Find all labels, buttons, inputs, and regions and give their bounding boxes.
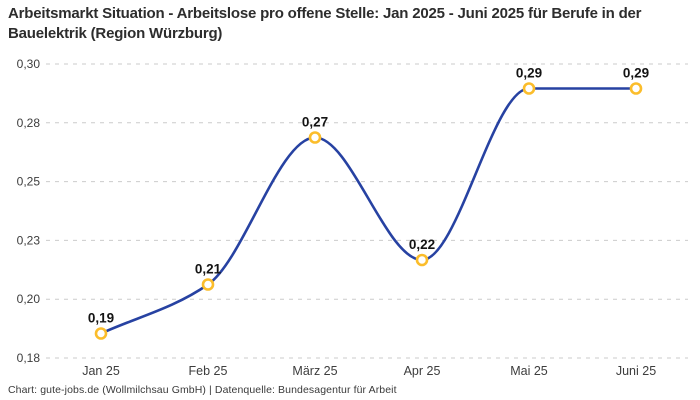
data-point-marker[interactable] [522,82,536,95]
x-axis-label: Jan 25 [82,364,120,378]
data-point-marker[interactable] [308,131,322,144]
x-axis-label: Juni 25 [616,364,656,378]
chart-title: Arbeitsmarkt Situation - Arbeitslose pro… [8,5,642,42]
y-axis-label: 0,23 [17,233,41,247]
data-point-label: 0,22 [409,237,435,252]
data-point-marker[interactable] [94,327,108,340]
x-axis-label: Feb 25 [189,364,228,378]
data-point-marker[interactable] [629,82,643,95]
data-point-marker[interactable] [415,253,429,267]
x-axis-label: Mai 25 [510,364,548,378]
data-point-label: 0,19 [88,311,114,326]
y-axis-label: 0,18 [17,351,41,365]
chart-footer: Chart: gute-jobs.de (Wollmilchsau GmbH) … [8,384,397,396]
data-point-marker[interactable] [201,278,215,291]
data-point-label: 0,29 [516,66,542,81]
y-axis-label: 0,25 [17,175,41,189]
data-point-label: 0,29 [623,66,649,81]
x-axis-label: Apr 25 [404,364,441,378]
data-point-label: 0,21 [195,262,222,277]
data-line [99,87,638,335]
y-axis-label: 0,30 [17,57,41,71]
data-point-label: 0,27 [302,115,328,130]
y-axis-label: 0,20 [17,292,41,306]
y-axis-label: 0,28 [17,116,41,130]
x-axis-label: März 25 [292,364,337,378]
